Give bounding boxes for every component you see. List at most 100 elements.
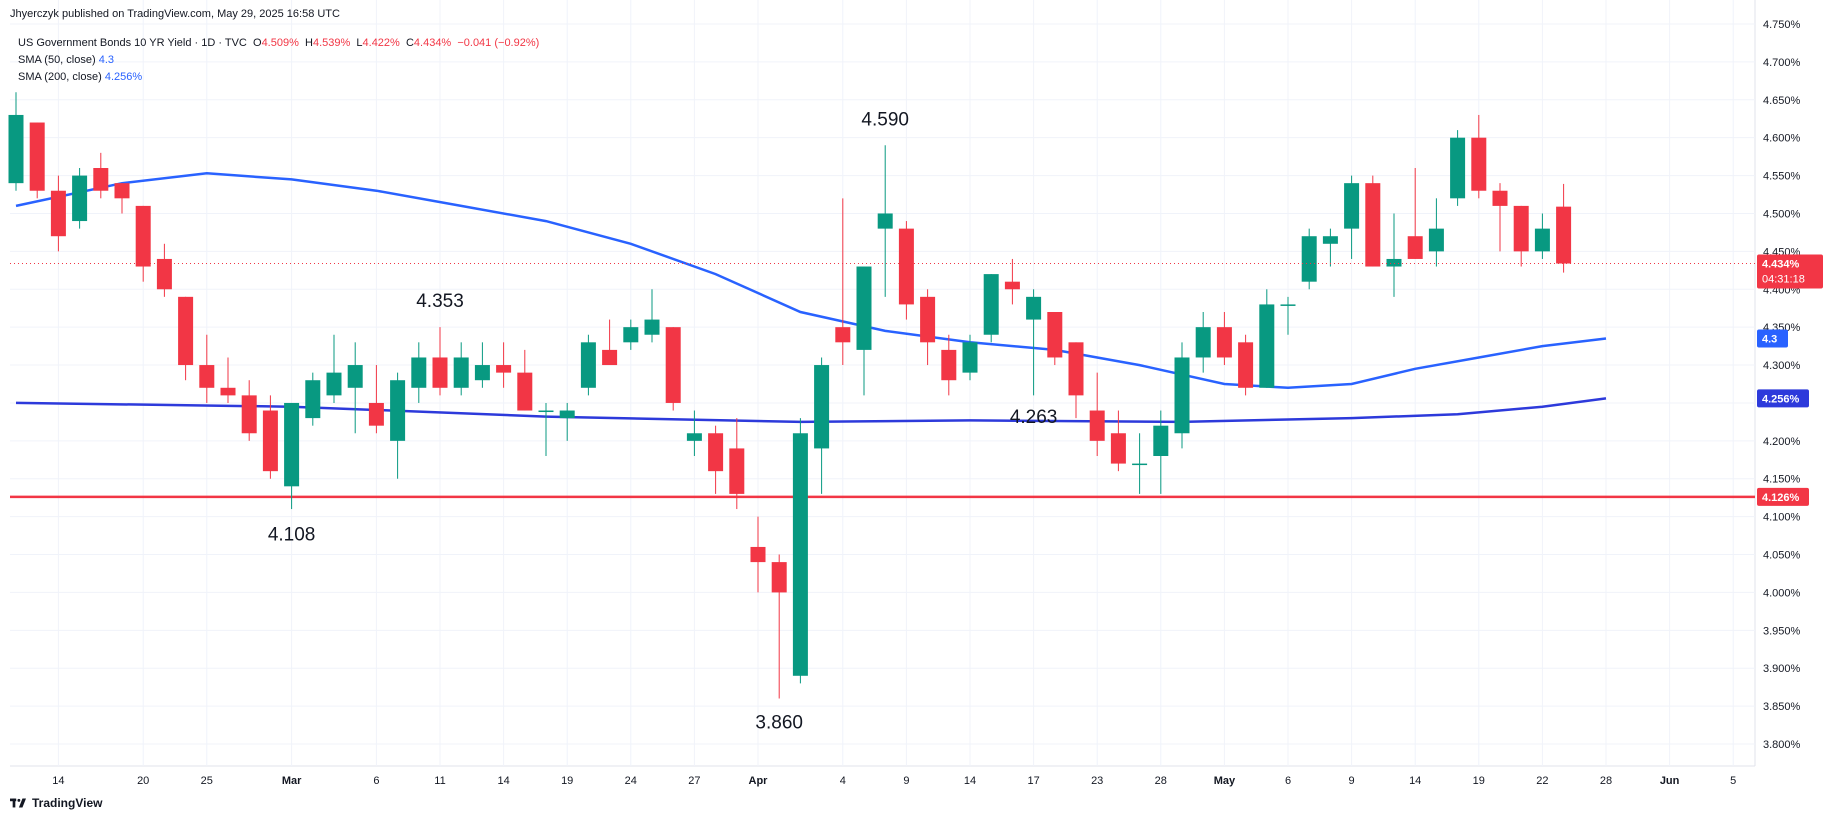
candle-body: [347, 365, 363, 388]
y-tick-label: 4.100%: [1763, 512, 1801, 524]
legend-symbol-row[interactable]: US Government Bonds 10 YR Yield · 1D · T…: [18, 35, 539, 52]
y-tick-label: 4.600%: [1763, 133, 1801, 145]
support-badge-bg: [1757, 487, 1809, 506]
candle-body: [50, 190, 66, 237]
x-tick-label: 22: [1536, 775, 1548, 787]
candle-body: [644, 319, 660, 335]
candle-body: [559, 410, 575, 419]
candle-body: [1407, 236, 1423, 259]
annotations: 4.590 4.353 4.108 3.860 4.263: [268, 109, 1058, 733]
candle: [1238, 334, 1254, 396]
candle: [411, 342, 427, 403]
x-tick-label: 24: [625, 775, 637, 787]
sma200-line: [15, 397, 1607, 424]
candle-body: [1068, 342, 1084, 396]
candle: [602, 319, 618, 366]
candle: [241, 380, 257, 441]
candle: [1450, 130, 1466, 206]
candle-body: [517, 372, 533, 411]
y-tick-label: 4.550%: [1763, 171, 1801, 183]
x-tick-label: 9: [1349, 775, 1355, 787]
candle-body: [432, 357, 448, 388]
y-tick-label: 3.900%: [1763, 663, 1801, 675]
x-tick-label: 6: [1285, 775, 1291, 787]
candle-body: [729, 448, 745, 494]
candle: [1428, 198, 1444, 267]
ohlc-high: H4.539%: [305, 37, 351, 49]
candle: [623, 319, 639, 350]
candle: [220, 357, 236, 403]
y-tick-label: 4.300%: [1763, 360, 1801, 372]
y-tick-label: 3.800%: [1763, 739, 1801, 751]
x-tick-label: 28: [1155, 775, 1167, 787]
x-tick-label: Mar: [282, 775, 302, 787]
x-tick-label: 14: [497, 775, 509, 787]
price-chart[interactable]: 3.800% 3.850% 3.900% 3.950% 4.000% 4.050% 4.10…: [0, 0, 1835, 790]
candle-body: [1492, 190, 1508, 206]
candle-body: [241, 395, 257, 434]
sma200-badge-text: 4.256%: [1762, 393, 1800, 405]
candle-body: [1132, 463, 1148, 466]
candle-body: [1386, 258, 1402, 267]
candle-body: [771, 562, 787, 593]
candle: [135, 205, 151, 282]
candle: [644, 289, 660, 343]
symbol-title: US Government Bonds 10 YR Yield · 1D · T…: [18, 37, 247, 49]
candle: [983, 274, 999, 343]
candle-body: [156, 258, 172, 290]
candle-body: [29, 122, 45, 191]
candle-body: [326, 372, 342, 396]
candle: [1386, 213, 1402, 297]
sma50-label: SMA (50, close): [18, 54, 96, 66]
x-tick-label: 14: [1409, 775, 1421, 787]
candle: [559, 402, 575, 441]
candle-body: [390, 380, 406, 441]
candle: [1110, 410, 1126, 472]
x-tick-label: 6: [373, 775, 379, 787]
candle-body: [792, 433, 808, 676]
candle: [1047, 312, 1063, 366]
candle-body: [1534, 228, 1550, 252]
price-annotation: 4.590: [861, 109, 909, 130]
legend-sma50-row[interactable]: SMA (50, close) 4.3: [18, 52, 539, 69]
candle: [50, 175, 66, 252]
candle: [708, 425, 724, 494]
candle-body: [135, 205, 151, 267]
x-tick-label: 19: [561, 775, 573, 787]
candle-body: [1174, 357, 1190, 434]
candle: [1365, 175, 1381, 267]
candle: [368, 365, 384, 434]
candle-body: [1238, 342, 1254, 388]
candle-body: [284, 402, 300, 487]
candle-body: [1428, 228, 1444, 252]
tradingview-logo[interactable]: TradingView: [10, 796, 102, 810]
candle-body: [1471, 137, 1487, 191]
ohlc-low: L4.422%: [356, 37, 400, 49]
candle-body: [368, 402, 384, 426]
candle: [1089, 372, 1105, 456]
candle-body: [220, 387, 236, 396]
y-tick-label: 4.450%: [1763, 246, 1801, 258]
candle: [1471, 114, 1487, 199]
price-axis[interactable]: 3.800% 3.850% 3.900% 3.950% 4.000% 4.050% 4.10…: [1763, 19, 1801, 751]
candle-body: [898, 228, 914, 305]
candle: [305, 372, 321, 426]
ohlc-change: −0.041 (−0.92%): [457, 37, 540, 49]
candle-body: [1004, 281, 1020, 290]
time-axis[interactable]: 14 20 25 Mar 6 11 14 19 24 27 Apr 4 9 14 17 23 28 May 6 9 14…: [52, 775, 1736, 787]
price-annotation: 4.263: [1010, 407, 1058, 428]
candle-body: [708, 433, 724, 472]
y-tick-label: 4.200%: [1763, 436, 1801, 448]
price-annotation: 4.353: [416, 291, 464, 312]
legend-sma200-row[interactable]: SMA (200, close) 4.256%: [18, 69, 539, 86]
candle-body: [623, 327, 639, 343]
candle: [72, 168, 88, 229]
candle-body: [262, 410, 278, 472]
y-tick-label: 3.850%: [1763, 701, 1801, 713]
candle: [686, 410, 702, 456]
x-tick-label: Apr: [749, 775, 769, 787]
candle: [962, 334, 978, 381]
candle: [1280, 296, 1296, 335]
candle: [390, 372, 406, 479]
candle: [1534, 213, 1550, 259]
